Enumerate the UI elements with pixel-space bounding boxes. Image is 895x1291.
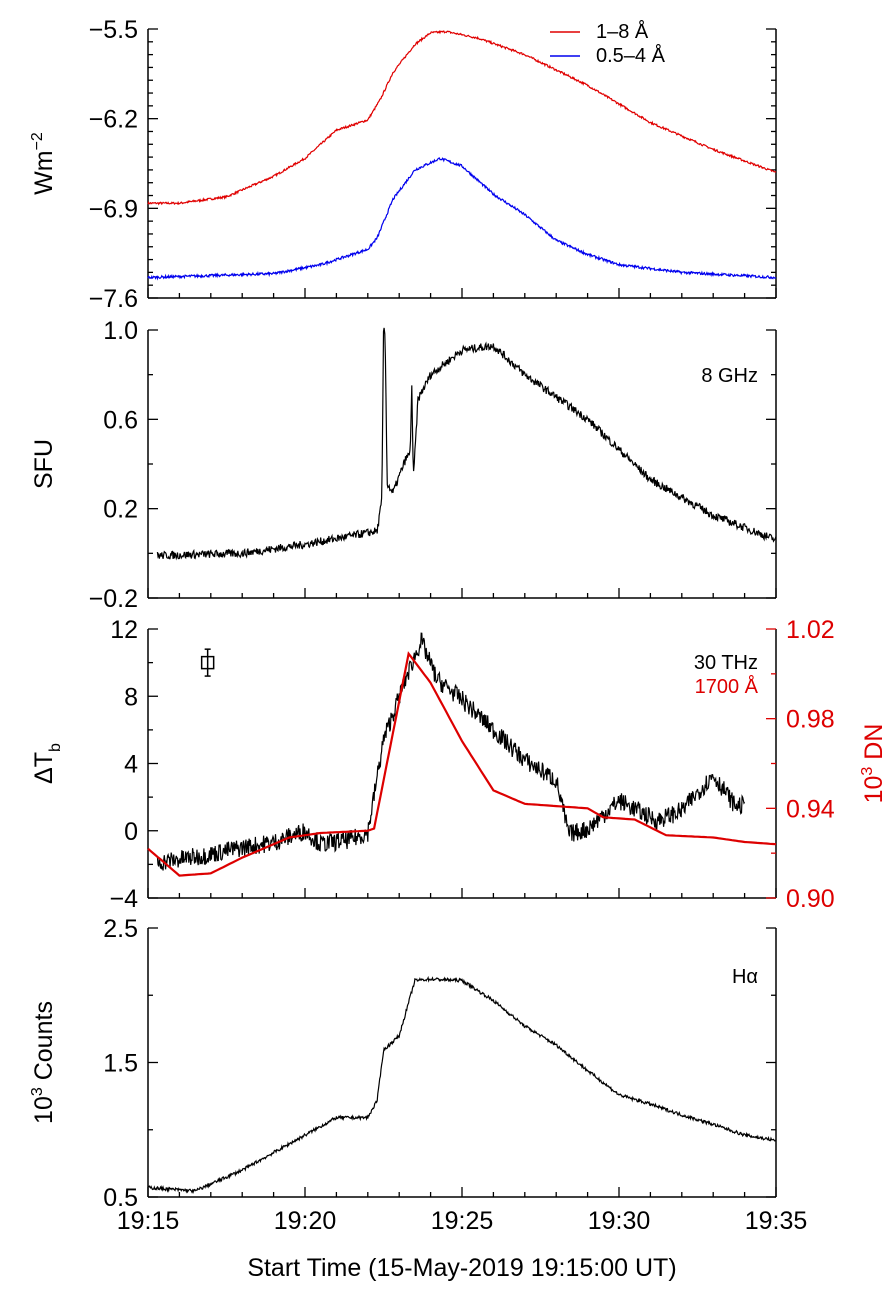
- y-tick-label: −6.9: [89, 195, 138, 223]
- y-tick-label: 0.2: [103, 496, 138, 524]
- y-tick-label: 1.0: [103, 317, 138, 345]
- x-tick-label: 19:20: [274, 1207, 337, 1235]
- y-tick-label: −0.2: [89, 585, 138, 613]
- panel-radio: −0.2 0.2 0.6 1.0 SFU 8 GHz: [30, 317, 777, 613]
- panel-annotation: 8 GHz: [701, 365, 758, 387]
- error-bar-marker: [200, 648, 215, 677]
- panel-halpha: 0.5 1.5 2.5 103 Counts Hα 19:15 19:20 19:25 19:3…: [29, 915, 807, 1235]
- panel-thz: −4 0 4 8 12 0.90 0.94 0.98 1.02 103 DN ΔTb 30 THz17…: [30, 616, 888, 913]
- y-tick-label: 1.5: [103, 1050, 138, 1078]
- y-tick-label-right: 0.94: [786, 795, 835, 823]
- y-tick-label: −6.2: [89, 106, 138, 134]
- series-line-8-ghz: [156, 327, 777, 561]
- y-tick-label-right: 0.90: [786, 885, 835, 913]
- panel-annotation: 1700 Å: [695, 675, 759, 698]
- series-line-1700-: [147, 651, 777, 877]
- y-tick-label-right: 1.02: [786, 616, 835, 644]
- series-line-30-thz: [156, 632, 746, 871]
- series-line-h-: [147, 975, 777, 1194]
- x-tick-label: 19:15: [117, 1207, 180, 1235]
- y-tick-label-right: 0.98: [786, 706, 835, 734]
- y-axis-label: ΔTb: [30, 743, 64, 784]
- panel-annotation: Hα: [732, 966, 758, 988]
- x-tick-label: 19:35: [745, 1207, 808, 1235]
- y-axis-label-right: 103 DN: [859, 724, 888, 804]
- series-line-1-8-: [147, 30, 777, 206]
- panel-annotation: 30 THz: [694, 652, 758, 674]
- y-tick-label: −7.6: [89, 285, 138, 313]
- x-tick-label: 19:30: [588, 1207, 651, 1235]
- y-tick-label: 4: [124, 751, 138, 779]
- y-tick-label: 12: [110, 616, 138, 644]
- y-tick-label: 0.6: [103, 406, 138, 434]
- y-axis-label: 103 Counts: [29, 1001, 58, 1124]
- y-tick-label: −4: [109, 885, 138, 913]
- x-tick-label: 19:25: [431, 1207, 494, 1235]
- legend-label: 1–8 Å: [596, 20, 649, 43]
- error-bar-box: [200, 655, 215, 670]
- panel-goes: −5.5 −6.2 −6.9 −7.6 Wm−2 1–8 Å0.5–4 Å: [29, 16, 777, 313]
- y-tick-label: 8: [124, 683, 138, 711]
- legend-label: 0.5–4 Å: [596, 44, 666, 67]
- series-line-0-5-4-: [147, 157, 777, 281]
- y-tick-label: 2.5: [103, 915, 138, 943]
- y-tick-label: −5.5: [89, 16, 138, 44]
- y-axis-label: SFU: [30, 439, 58, 489]
- y-tick-label: 0: [124, 818, 138, 846]
- x-axis-label: Start Time (15-May-2019 19:15:00 UT): [247, 1254, 676, 1282]
- y-axis-label: Wm−2: [29, 132, 58, 195]
- y-tick-label: 0.5: [103, 1184, 138, 1212]
